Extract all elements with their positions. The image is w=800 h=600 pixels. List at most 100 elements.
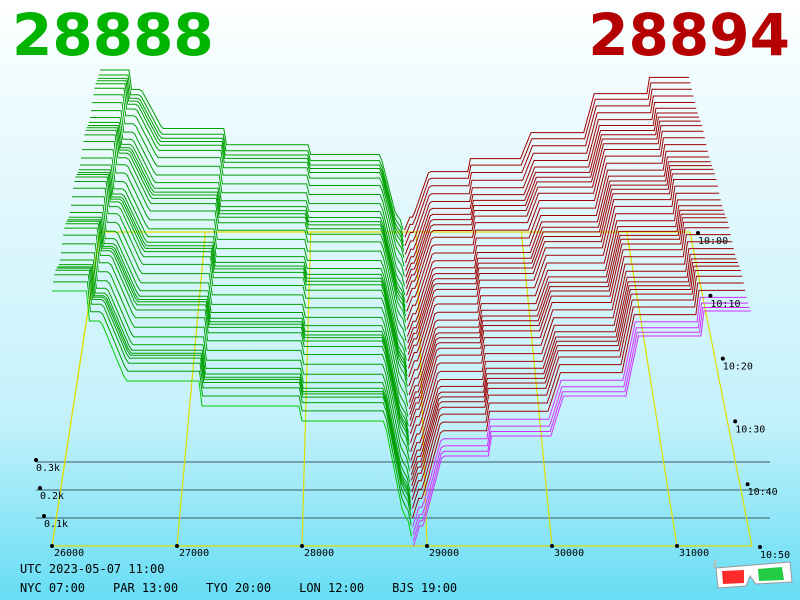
time-tick-marker xyxy=(758,545,762,549)
time-tick-marker xyxy=(733,419,738,424)
ask-depth-line xyxy=(405,107,697,271)
bid-depth-line xyxy=(71,204,409,417)
ask-depth-line xyxy=(406,156,710,337)
bid-depth-line xyxy=(53,281,412,526)
price-tick-marker xyxy=(425,544,429,548)
time-tick-marker xyxy=(696,231,700,235)
ask-depth-line xyxy=(411,270,741,493)
ask-depth-line xyxy=(409,217,727,421)
ask-depth-line xyxy=(411,275,743,500)
ask-depth-line xyxy=(407,161,711,344)
price-tick-label: 29000 xyxy=(429,548,459,559)
ask-depth-line xyxy=(405,112,698,278)
price-tick-label: 31000 xyxy=(679,548,709,559)
bid-depth-line xyxy=(91,110,405,287)
bid-depth-line xyxy=(75,176,408,381)
ask-depth-line xyxy=(404,82,691,238)
price-tick-label: 26000 xyxy=(54,548,84,559)
ask-depth-line xyxy=(409,227,730,435)
volume-label: 0.1k xyxy=(44,519,68,530)
bid-depth-line xyxy=(60,252,411,483)
bid-depth-line xyxy=(54,274,412,517)
bid-depth-lines xyxy=(52,69,412,537)
axis-labels: 26000 27000 28000 29000 30000 31000 0.1k 0.2k 0.… xyxy=(34,231,790,561)
price-gridline xyxy=(626,231,678,547)
ask-depth-line xyxy=(408,185,718,378)
time-label: 10:30 xyxy=(735,424,765,435)
price-tick-marker xyxy=(300,544,304,548)
bid-price: 28888 xyxy=(12,1,214,69)
ask-depth-lines xyxy=(404,76,751,547)
ask-depth-line xyxy=(409,209,724,410)
ask-depth-line xyxy=(405,116,700,284)
bid-depth-line xyxy=(79,164,407,361)
ask-depth-line xyxy=(412,310,751,547)
ask-depth-line xyxy=(410,241,733,453)
time-tick-marker xyxy=(708,293,713,298)
bid-depth-line xyxy=(64,227,410,452)
bid-depth-line xyxy=(83,141,407,332)
bid-depth-line xyxy=(69,212,409,427)
price-tick-marker xyxy=(175,544,179,548)
time-tick-marker xyxy=(745,482,750,487)
bid-depth-line xyxy=(65,223,410,446)
bid-depth-line xyxy=(85,129,406,317)
bid-depth-line xyxy=(67,219,410,438)
ask-depth-line xyxy=(411,262,738,481)
ask-depth-line xyxy=(406,130,704,304)
ask-depth-line xyxy=(406,137,705,312)
timezone-bjs: BJS 19:00 xyxy=(392,581,458,595)
price-gridline xyxy=(520,231,553,547)
bid-depth-line xyxy=(78,169,408,368)
bid-depth-line xyxy=(90,117,406,296)
time-label: 10:50 xyxy=(760,550,790,561)
volume-label: 0.3k xyxy=(36,463,60,474)
ask-depth-line xyxy=(410,234,731,443)
bid-depth-line xyxy=(93,94,405,267)
utc-time: UTC 2023-05-07 11:00 xyxy=(20,562,165,576)
ask-depth-line xyxy=(408,199,721,395)
bid-depth-line xyxy=(82,149,407,342)
ask-depth-line xyxy=(404,95,694,255)
ask-depth-line xyxy=(409,213,725,415)
ask-depth-line xyxy=(408,205,723,403)
price-tick-marker xyxy=(550,544,554,548)
ask-depth-line xyxy=(404,76,690,231)
bid-depth-line xyxy=(72,196,409,407)
bid-depth-line xyxy=(59,259,411,492)
bid-depth-line xyxy=(62,243,411,472)
3d-glasses-icon[interactable] xyxy=(712,556,794,592)
bid-depth-line xyxy=(77,172,408,373)
bid-depth-line xyxy=(81,157,407,352)
time-label: 10:00 xyxy=(698,236,728,247)
ask-depth-line xyxy=(405,125,702,296)
ask-depth-line xyxy=(404,88,692,246)
time-label: 10:20 xyxy=(723,362,753,373)
bid-depth-line xyxy=(84,134,407,323)
ask-depth-line xyxy=(412,307,750,541)
volume-label: 0.2k xyxy=(40,491,64,502)
volume-tick-marker xyxy=(34,458,38,462)
ask-depth-line xyxy=(412,302,748,535)
ask-depth-line xyxy=(411,265,740,486)
ask-depth-line xyxy=(410,258,737,475)
bid-depth-line xyxy=(52,290,412,537)
ask-depth-line xyxy=(407,173,715,362)
bid-depth-line xyxy=(94,87,405,258)
volume-tick-marker xyxy=(38,486,42,490)
ask-depth-line xyxy=(410,248,734,461)
ask-depth-line xyxy=(407,168,714,355)
bid-depth-line xyxy=(97,77,404,243)
bid-depth-line xyxy=(87,125,406,308)
bid-depth-line xyxy=(57,266,411,503)
ask-depth-line xyxy=(404,102,695,264)
bid-depth-line xyxy=(92,102,405,277)
ask-depth-line xyxy=(409,221,728,427)
bid-depth-line xyxy=(100,69,404,230)
bid-depth-line xyxy=(58,264,411,499)
volume-tick-marker xyxy=(42,514,46,518)
time-label: 10:10 xyxy=(710,299,740,310)
price-frame-edge xyxy=(689,231,753,547)
bid-depth-line xyxy=(68,216,409,433)
